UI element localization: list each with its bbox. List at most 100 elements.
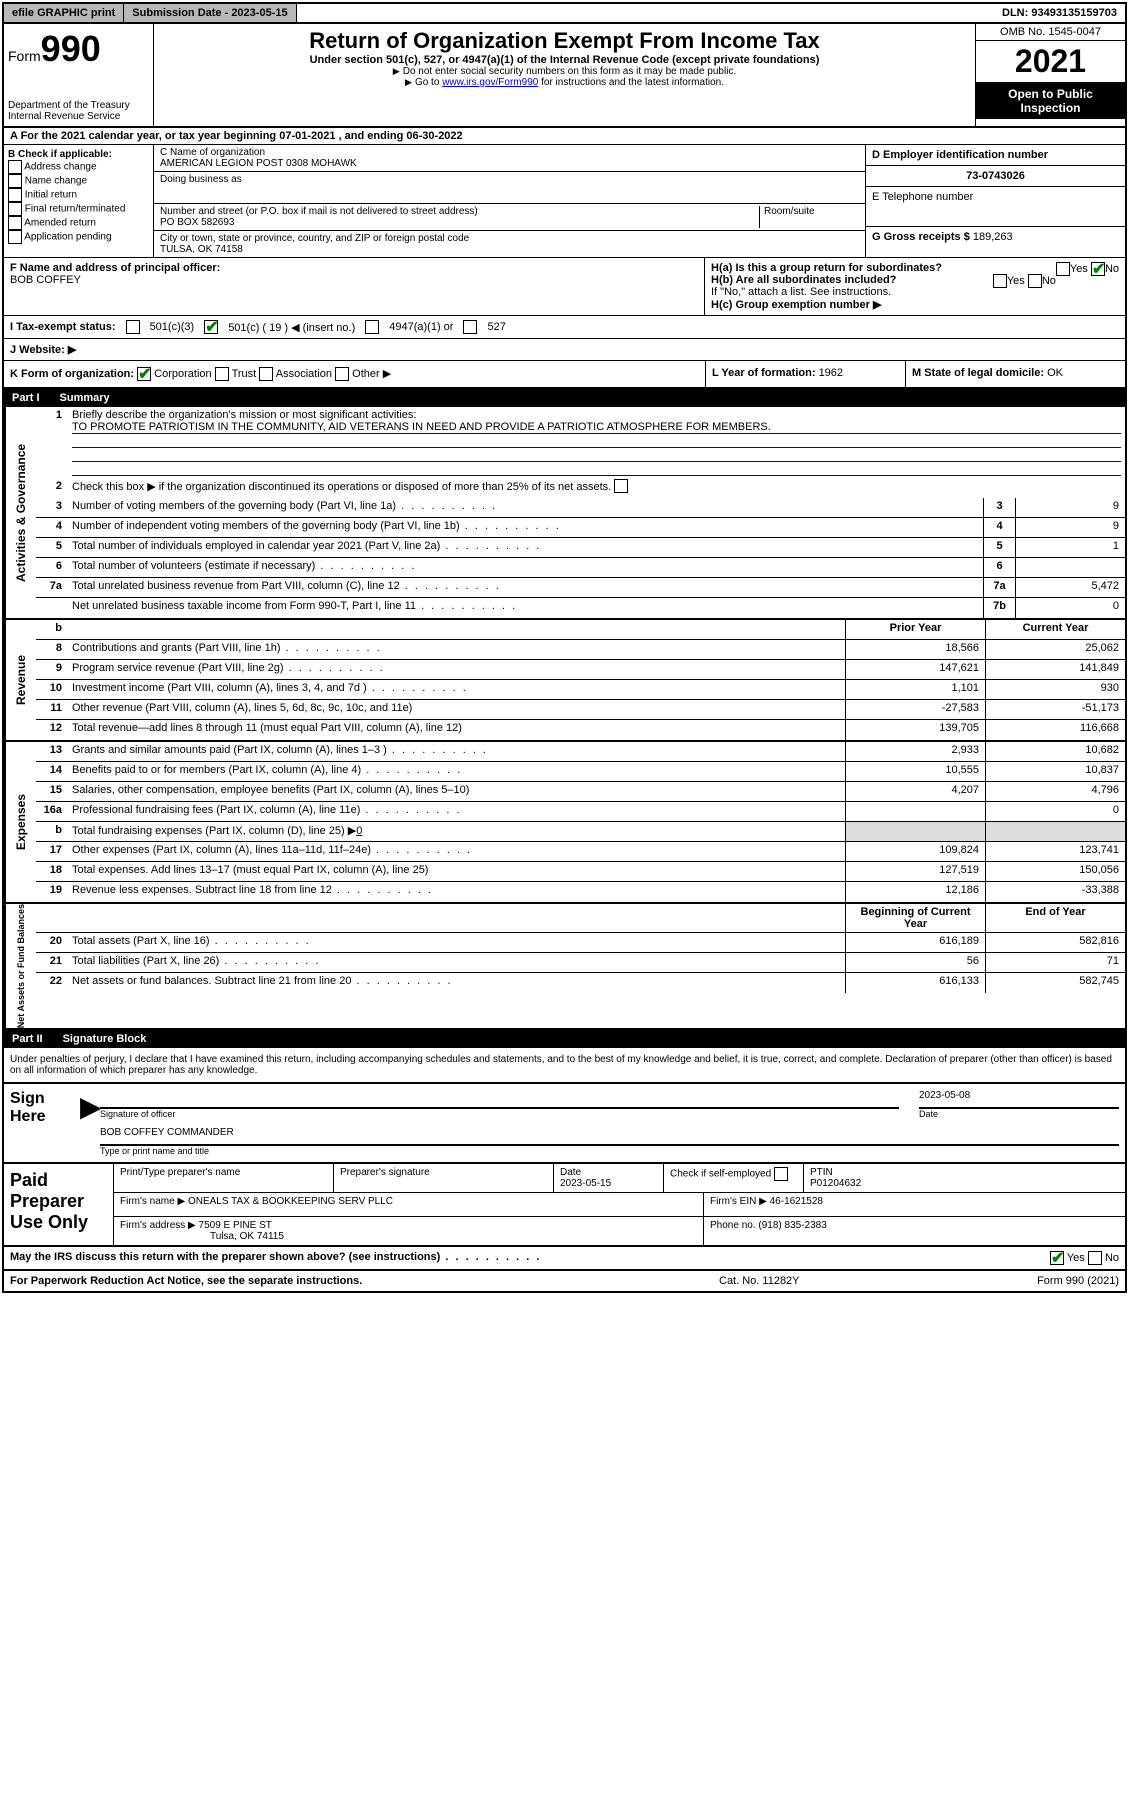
dba-label: Doing business as	[160, 174, 859, 185]
line18-prior: 127,519	[845, 862, 985, 881]
501c3-label: 501(c)(3)	[150, 321, 195, 333]
line15-text: Salaries, other compensation, employee b…	[68, 782, 845, 801]
omb-number: OMB No. 1545-0047	[976, 24, 1125, 41]
corp-checkbox[interactable]	[137, 367, 151, 381]
firm-name: ONEALS TAX & BOOKKEEPING SERV PLLC	[188, 1196, 393, 1207]
address-change-checkbox[interactable]	[8, 160, 22, 174]
final-return-checkbox[interactable]	[8, 202, 22, 216]
line19-prior: 12,186	[845, 882, 985, 902]
hb-note: If "No," attach a list. See instructions…	[711, 286, 1119, 298]
hc-label: H(c) Group exemption number ▶	[711, 299, 881, 311]
yes-label: Yes	[1070, 263, 1088, 275]
website-row: J Website: ▶	[4, 339, 1125, 361]
sign-here-label: Sign Here	[10, 1090, 80, 1156]
period-label: A For the 2021 calendar year, or tax yea…	[10, 130, 279, 142]
phone-value: (918) 835-2383	[758, 1220, 826, 1231]
line8-current: 25,062	[985, 640, 1125, 659]
line11-text: Other revenue (Part VIII, column (A), li…	[68, 700, 845, 719]
amended-checkbox[interactable]	[8, 216, 22, 230]
arrow-icon: ▶	[80, 1090, 100, 1156]
line20-current: 582,816	[985, 933, 1125, 952]
period-begin: 07-01-2021	[279, 130, 335, 142]
officer-section: F Name and address of principal officer:…	[4, 258, 1125, 316]
period-mid: , and ending	[339, 130, 407, 142]
ein-value: 73-0743026	[866, 166, 1125, 187]
app-pending-checkbox[interactable]	[8, 230, 22, 244]
line11-prior: -27,583	[845, 700, 985, 719]
part1-title: Summary	[60, 392, 110, 404]
efile-print-button[interactable]: efile GRAPHIC print	[4, 4, 124, 22]
self-employed-label: Check if self-employed	[670, 1169, 771, 1180]
firm-ein-label: Firm's EIN ▶	[710, 1196, 767, 1207]
4947-checkbox[interactable]	[365, 320, 379, 334]
line2-text: Check this box ▶ if the organization dis…	[72, 481, 611, 493]
line13-prior: 2,933	[845, 742, 985, 761]
discuss-text: May the IRS discuss this return with the…	[10, 1251, 919, 1265]
year-formation: 1962	[819, 367, 843, 379]
f-label: F Name and address of principal officer:	[10, 262, 698, 274]
name-change-label: Name change	[25, 176, 87, 187]
initial-return-checkbox[interactable]	[8, 188, 22, 202]
firm-name-label: Firm's name ▶	[120, 1196, 185, 1207]
discuss-no-label: No	[1105, 1252, 1119, 1264]
ha-yes-checkbox[interactable]	[1056, 262, 1070, 276]
line15-prior: 4,207	[845, 782, 985, 801]
name-change-checkbox[interactable]	[8, 174, 22, 188]
other-checkbox[interactable]	[335, 367, 349, 381]
tax-year: 2021	[976, 41, 1125, 83]
ha-no-checkbox[interactable]	[1091, 262, 1105, 276]
line20-text: Total assets (Part X, line 16)	[68, 933, 845, 952]
irs-link[interactable]: www.irs.gov/Form990	[442, 77, 538, 88]
prep-date: 2023-05-15	[560, 1178, 611, 1189]
501c3-checkbox[interactable]	[126, 320, 140, 334]
line20-prior: 616,189	[845, 933, 985, 952]
k-org-row: K Form of organization: Corporation Trus…	[4, 361, 1125, 389]
527-checkbox[interactable]	[463, 320, 477, 334]
open-inspection-badge: Open to Public Inspection	[976, 83, 1125, 119]
part2-label: Part II	[12, 1033, 43, 1045]
assoc-checkbox[interactable]	[259, 367, 273, 381]
line10-text: Investment income (Part VIII, column (A)…	[68, 680, 845, 699]
submission-date: Submission Date - 2023-05-15	[124, 4, 296, 22]
line15-current: 4,796	[985, 782, 1125, 801]
line21-prior: 56	[845, 953, 985, 972]
entity-section: B Check if applicable: Address change Na…	[4, 145, 1125, 258]
name-title-label: Type or print name and title	[100, 1145, 1119, 1156]
line16a-current: 0	[985, 802, 1125, 821]
addr-label: Number and street (or P.O. box if mail i…	[160, 206, 759, 217]
g-label: G Gross receipts $	[872, 231, 970, 243]
sign-date: 2023-05-08	[919, 1090, 1119, 1108]
line18-text: Total expenses. Add lines 13–17 (must eq…	[68, 862, 845, 881]
self-employed-checkbox[interactable]	[774, 1167, 788, 1181]
prior-year-header: Prior Year	[845, 620, 985, 639]
irs-label: Internal Revenue Service	[8, 111, 149, 122]
line13-text: Grants and similar amounts paid (Part IX…	[68, 742, 845, 761]
line7b-value: 0	[1015, 598, 1125, 618]
hb-no-checkbox[interactable]	[1028, 274, 1042, 288]
sig-officer-label: Signature of officer	[100, 1108, 899, 1119]
revenue-block: Revenue bPrior YearCurrent Year 8Contrib…	[4, 620, 1125, 742]
footer: For Paperwork Reduction Act Notice, see …	[4, 1271, 1125, 1291]
501c-checkbox[interactable]	[204, 320, 218, 334]
line1-label: Briefly describe the organization's miss…	[72, 409, 1121, 421]
line16b-value: 0	[356, 825, 362, 837]
discuss-no-checkbox[interactable]	[1088, 1251, 1102, 1265]
line19-text: Revenue less expenses. Subtract line 18 …	[68, 882, 845, 902]
line11-current: -51,173	[985, 700, 1125, 719]
no-label: No	[1105, 263, 1119, 275]
form-number: 990	[41, 28, 101, 69]
discuss-yes-checkbox[interactable]	[1050, 1251, 1064, 1265]
line2-checkbox[interactable]	[614, 479, 628, 493]
hb-yes-checkbox[interactable]	[993, 274, 1007, 288]
tax-status-row: I Tax-exempt status: 501(c)(3) 501(c) ( …	[4, 316, 1125, 339]
assoc-label: Association	[276, 368, 332, 380]
part1-label: Part I	[12, 392, 40, 404]
line10-prior: 1,101	[845, 680, 985, 699]
501c-label: 501(c) ( 19 ) ◀ (insert no.)	[228, 321, 355, 334]
domicile-state: OK	[1047, 367, 1063, 379]
corp-label: Corporation	[154, 368, 211, 380]
city-value: TULSA, OK 74158	[160, 244, 859, 255]
firm-addr2: Tulsa, OK 74115	[210, 1231, 284, 1242]
trust-checkbox[interactable]	[215, 367, 229, 381]
line19-current: -33,388	[985, 882, 1125, 902]
